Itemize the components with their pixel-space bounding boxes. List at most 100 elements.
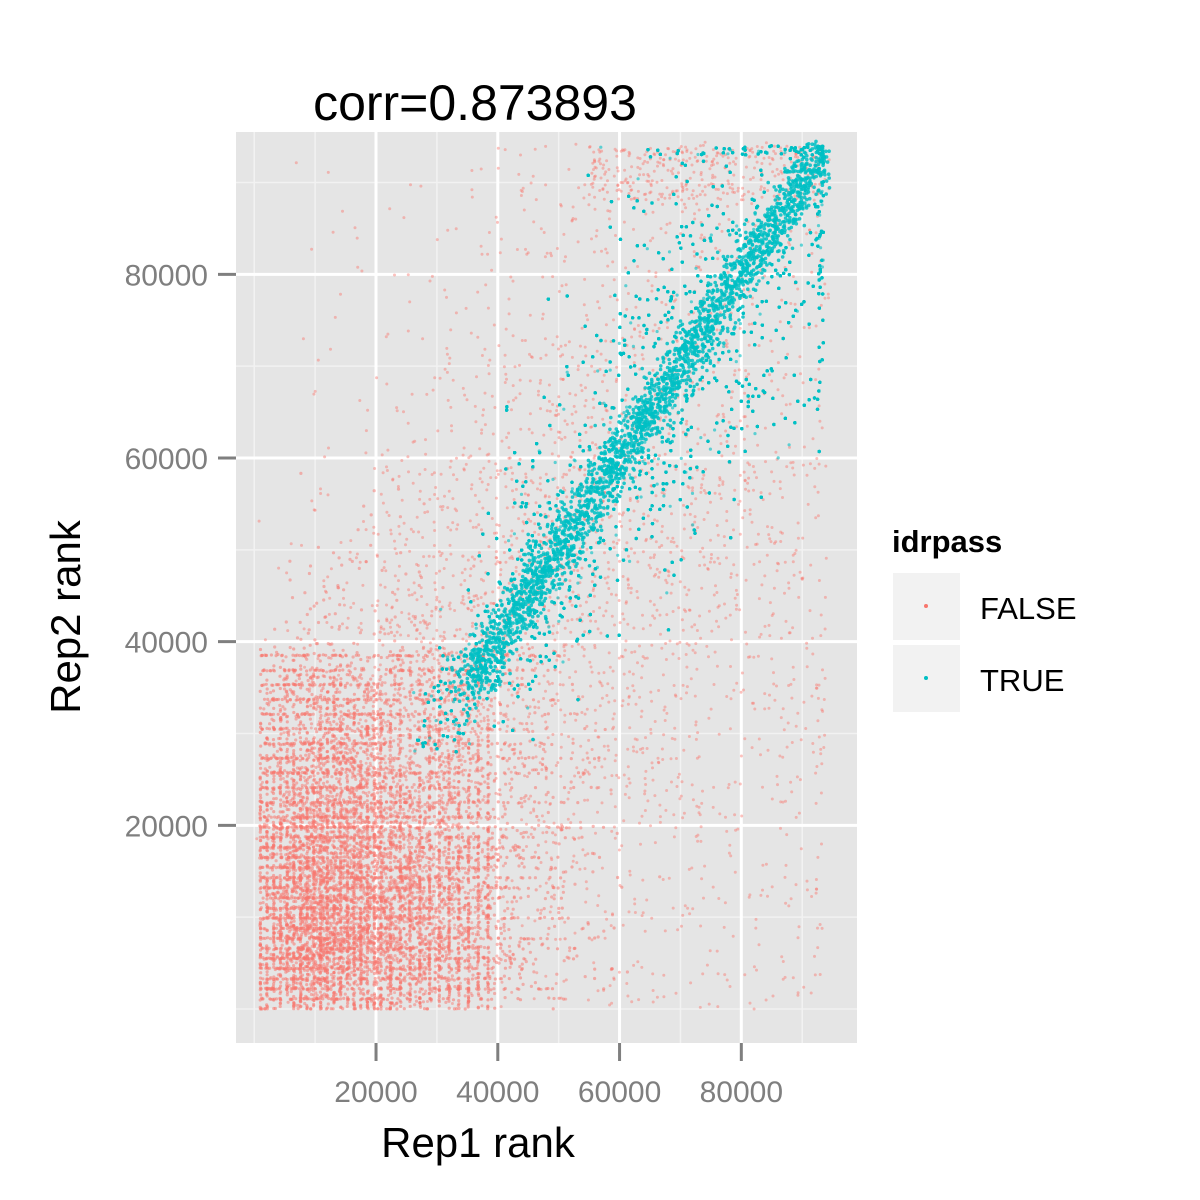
point-false [527, 771, 531, 775]
point-false [285, 714, 290, 719]
point-false [272, 965, 276, 969]
point-false [453, 786, 457, 790]
point-false [566, 916, 570, 920]
point-false [316, 771, 320, 775]
point-false [299, 970, 303, 974]
point-false [277, 865, 281, 869]
point-false [472, 846, 476, 850]
point-false [287, 683, 291, 687]
point-false [348, 865, 352, 869]
point-false [457, 968, 461, 973]
point-false [259, 971, 263, 975]
point-false [546, 668, 550, 673]
point-false [432, 814, 436, 819]
point-false [272, 979, 276, 984]
point-false [395, 967, 399, 971]
point-false [503, 966, 507, 970]
point-false [259, 963, 263, 967]
point-false [272, 930, 276, 934]
point-false [562, 786, 567, 790]
point-false [260, 946, 264, 950]
point-false [430, 670, 434, 675]
point-false [263, 741, 267, 745]
point-false [272, 742, 276, 746]
point-false [379, 790, 383, 794]
point-false [470, 977, 474, 981]
point-false [318, 997, 322, 1001]
point-false [276, 756, 280, 761]
point-false [258, 776, 262, 780]
point-false [493, 815, 497, 820]
point-false [338, 624, 342, 629]
point-false [258, 818, 262, 822]
point-false [285, 961, 289, 966]
point-false [299, 1000, 303, 1004]
point-false [278, 759, 282, 763]
point-false [421, 825, 425, 830]
point-false [476, 825, 480, 829]
point-false [339, 848, 343, 852]
point-false [258, 730, 262, 735]
point-false [413, 623, 417, 627]
point-false [321, 794, 325, 798]
point-false [420, 683, 425, 687]
point-false [379, 675, 383, 679]
point-false [427, 909, 431, 914]
point-false [481, 698, 485, 702]
point-false [265, 992, 269, 997]
point-false [373, 872, 377, 876]
point-false [260, 756, 264, 761]
point-false [492, 712, 496, 716]
point-false [427, 992, 431, 996]
point-false [268, 937, 273, 941]
point-false [342, 996, 346, 1001]
point-false [349, 815, 353, 819]
point-false [279, 798, 283, 802]
point-false [261, 865, 265, 870]
point-false [557, 906, 561, 911]
point-false [486, 921, 490, 925]
point-false [272, 912, 276, 916]
point-false [476, 884, 480, 889]
point-false [499, 926, 503, 931]
point-false [467, 785, 471, 790]
point-false [486, 782, 490, 786]
point-false [521, 947, 525, 951]
point-false [349, 683, 353, 687]
point-false [487, 739, 491, 743]
point-false [418, 819, 422, 824]
point-false [339, 710, 343, 714]
point-false [308, 856, 312, 860]
point-false [576, 801, 580, 805]
point-false [533, 800, 537, 804]
point-false [302, 697, 306, 701]
point-false [593, 936, 597, 940]
point-false [563, 937, 567, 941]
point-false [560, 906, 564, 910]
point-false [291, 682, 295, 686]
point-false [496, 800, 500, 804]
point-false [507, 977, 511, 981]
point-false [409, 987, 413, 991]
point-false [388, 861, 392, 865]
point-false [272, 727, 276, 731]
point-false [418, 832, 422, 836]
point-false [449, 712, 454, 716]
point-false [408, 694, 412, 698]
point-false [499, 855, 503, 859]
point-false [261, 936, 265, 940]
point-false [437, 675, 441, 679]
point-false [268, 886, 273, 890]
point-false [325, 750, 329, 754]
point-false [399, 663, 403, 667]
point-false [431, 756, 435, 760]
point-false [278, 883, 282, 887]
point-false [456, 977, 460, 981]
point-false [521, 835, 525, 839]
point-false [427, 860, 431, 865]
point-false [379, 963, 383, 967]
point-false [441, 917, 445, 921]
point-false [563, 836, 567, 840]
point-false [486, 708, 490, 712]
point-false [312, 672, 316, 676]
